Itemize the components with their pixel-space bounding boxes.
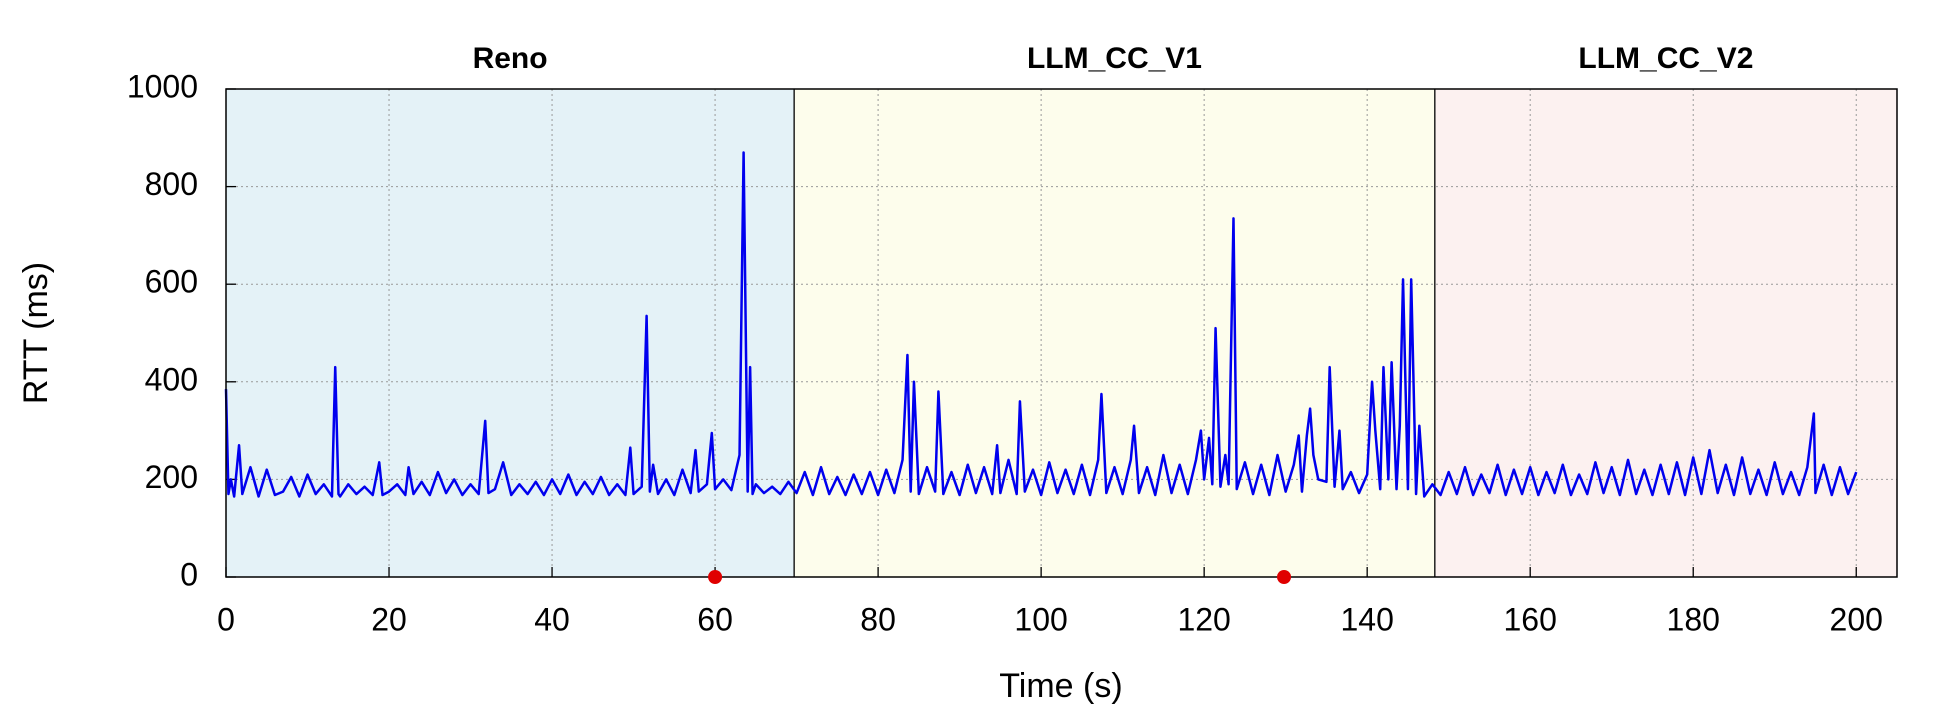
x-tick-label: 160	[1503, 601, 1556, 637]
region-title: Reno	[473, 42, 548, 75]
x-tick-label: 0	[217, 601, 235, 637]
y-tick-label: 600	[145, 264, 198, 300]
region-title: LLM_CC_V2	[1578, 42, 1753, 75]
x-tick-label: 200	[1830, 601, 1883, 637]
x-tick-label: 60	[697, 601, 733, 637]
region-title: LLM_CC_V1	[1027, 42, 1202, 75]
plot	[224, 88, 1898, 584]
x-axis-title: Time (s)	[999, 667, 1122, 705]
y-tick-label: 200	[145, 459, 198, 495]
region-band	[1434, 89, 1897, 577]
region-band	[226, 89, 795, 577]
x-tick-label: 20	[371, 601, 407, 637]
regions	[226, 89, 1897, 577]
event-marker	[708, 570, 723, 584]
y-tick-label: 400	[145, 361, 198, 397]
x-tick-label: 40	[534, 601, 570, 637]
x-tick-label: 180	[1667, 601, 1720, 637]
x-tick-label: 120	[1177, 601, 1230, 637]
y-tick-label: 1000	[127, 68, 198, 104]
region-band	[794, 89, 1435, 577]
y-tick-label: 800	[145, 166, 198, 202]
event-marker	[1277, 570, 1292, 584]
x-tick-label: 100	[1014, 601, 1067, 637]
x-tick-label: 80	[860, 601, 896, 637]
y-axis-title: RTT (ms)	[17, 262, 55, 404]
plot-frame	[225, 88, 1898, 578]
rtt-line	[224, 151, 1858, 498]
x-tick-label: 140	[1340, 601, 1393, 637]
y-tick-label: 0	[180, 556, 198, 592]
labels: Reno LLM_CC_V1 LLM_CC_V2 0 200 400 600 800 1000 0…	[127, 42, 1883, 638]
